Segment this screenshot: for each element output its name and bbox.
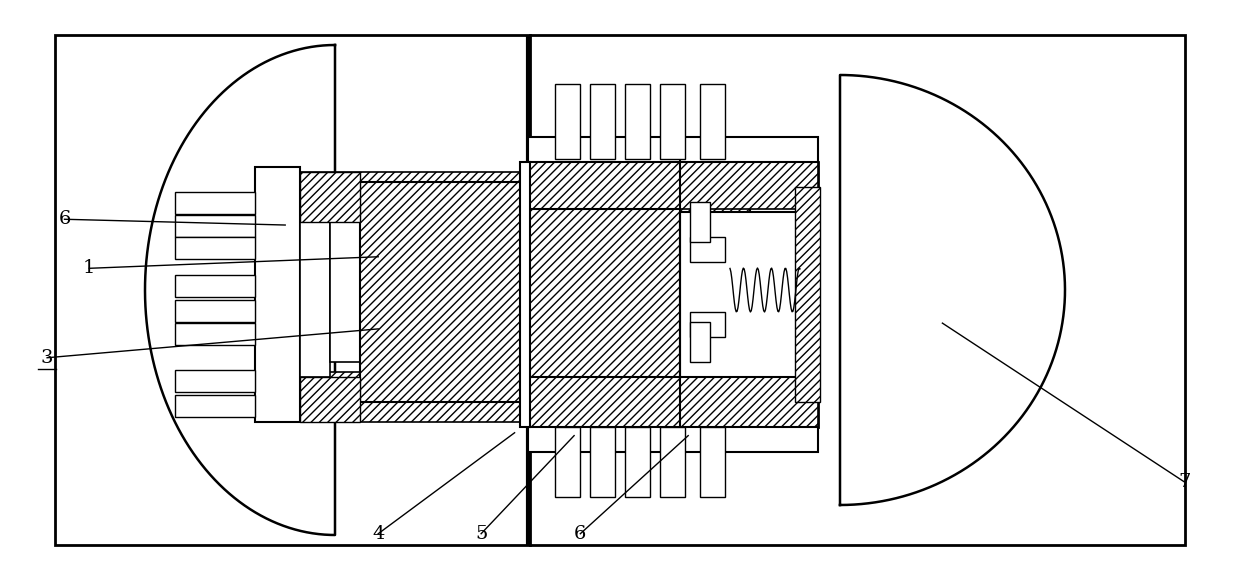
Bar [528,137,818,162]
Bar [175,395,255,417]
Bar [660,84,684,159]
Bar [330,217,360,362]
Bar [689,237,725,262]
Bar [175,192,255,214]
Bar [175,323,255,345]
Bar [556,84,580,159]
Bar [300,172,529,222]
Bar [590,427,615,497]
Bar [625,427,650,497]
Bar [701,84,725,159]
Bar [175,300,255,322]
Bar [528,159,818,209]
Text: 5: 5 [475,524,487,543]
Bar [175,370,255,392]
Bar [300,377,360,422]
Bar [175,275,255,297]
Bar [625,84,650,159]
Bar [55,35,529,545]
Bar [680,212,805,377]
Bar [360,182,750,402]
Bar [175,237,255,259]
Text: 4: 4 [372,524,384,543]
Bar [300,202,330,377]
Bar [689,322,711,362]
Text: 6: 6 [574,524,587,543]
Bar [300,372,529,422]
Bar [689,202,711,242]
Bar [528,377,818,427]
Bar [175,215,255,237]
Bar [300,172,360,222]
Bar [255,167,300,422]
Bar [795,187,820,402]
Bar [660,427,684,497]
Text: 6: 6 [58,210,71,228]
Bar [689,312,725,337]
Text: 1: 1 [83,259,95,278]
Text: 7: 7 [1178,473,1190,491]
Bar [590,84,615,159]
Bar [528,427,818,452]
Bar [528,162,818,427]
Bar [701,427,725,497]
Text: 3: 3 [41,349,53,367]
Bar [529,35,1185,545]
Bar [556,427,580,497]
Bar [520,162,529,427]
